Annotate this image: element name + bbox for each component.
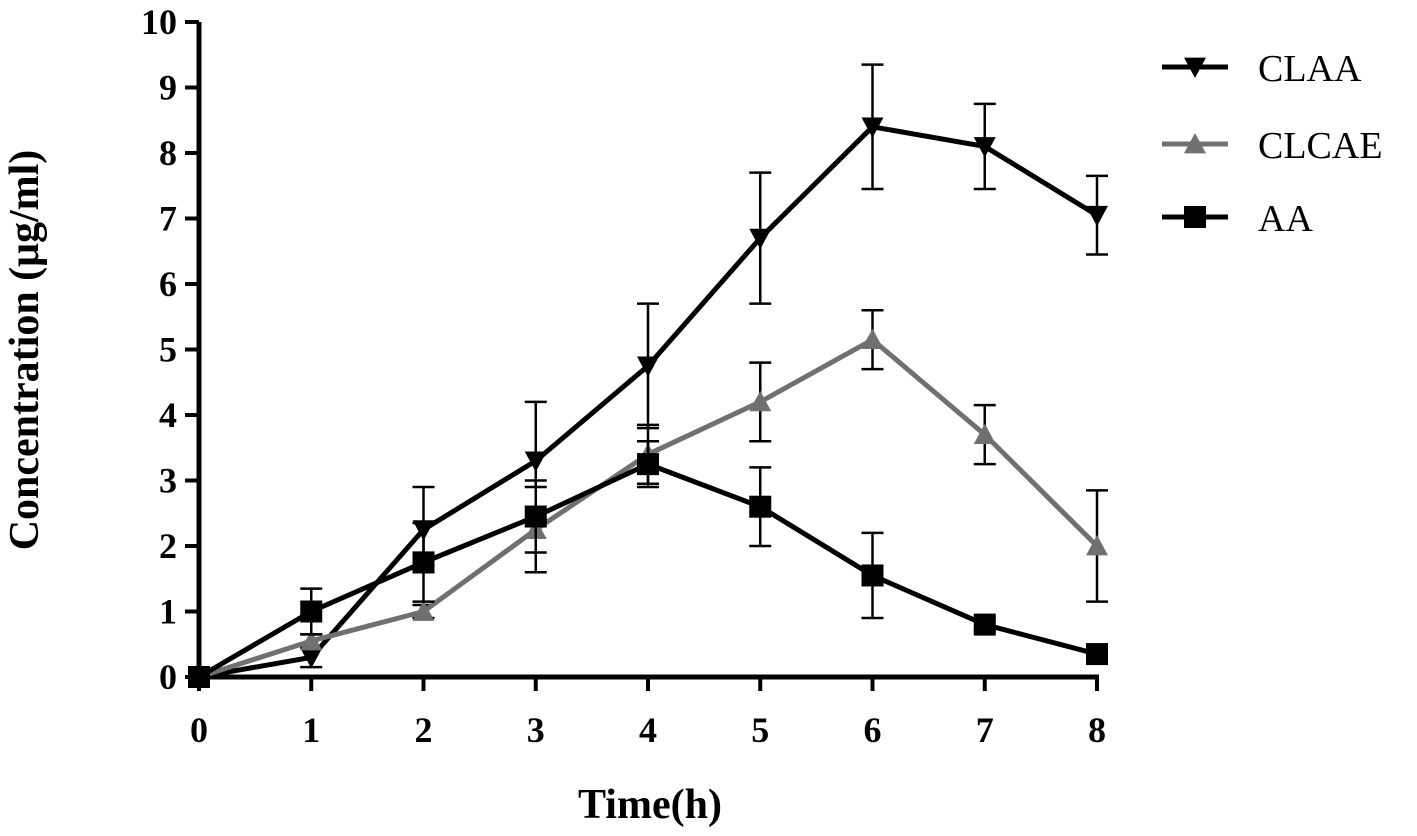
data-point bbox=[524, 505, 547, 528]
y-tick-label: 10 bbox=[141, 2, 177, 42]
y-tick-label: 5 bbox=[159, 330, 177, 370]
series-line bbox=[197, 461, 1098, 680]
data-point bbox=[1086, 205, 1108, 227]
axes-layer: 0 1 2 3 4 5 6 7 8 9 10 0 1 2 3 4 5 6 7 8 bbox=[141, 2, 1106, 750]
x-tick-label: 2 bbox=[415, 710, 433, 750]
legend-label: CLCAE bbox=[1258, 125, 1383, 167]
data-point bbox=[861, 117, 884, 138]
legend-marker bbox=[1184, 133, 1206, 154]
x-tick-label: 7 bbox=[976, 710, 994, 750]
data-point bbox=[300, 600, 323, 623]
legend: CLAA CLCAE AA bbox=[1162, 48, 1383, 240]
data-point bbox=[637, 453, 659, 476]
data-point bbox=[300, 648, 323, 669]
y-tick-label: 7 bbox=[159, 199, 177, 239]
data-point bbox=[973, 613, 996, 636]
x-tick-label: 5 bbox=[751, 710, 769, 750]
x-axis-title: Time(h) bbox=[578, 782, 722, 828]
legend-item-aa: AA bbox=[1162, 198, 1313, 240]
y-tick-label: 1 bbox=[159, 592, 177, 632]
x-tick-label: 3 bbox=[527, 710, 545, 750]
legend-marker bbox=[1184, 206, 1206, 228]
y-tick-label: 0 bbox=[159, 657, 177, 697]
data-point bbox=[1086, 535, 1108, 556]
y-tick-label: 2 bbox=[159, 526, 177, 566]
series-layer bbox=[188, 63, 1108, 688]
data-point bbox=[749, 495, 772, 518]
x-tick-label: 6 bbox=[864, 710, 882, 750]
y-tick-label: 9 bbox=[159, 68, 177, 108]
y-tick-label: 4 bbox=[159, 395, 177, 435]
legend-label: CLAA bbox=[1258, 48, 1362, 90]
data-point bbox=[749, 390, 772, 412]
legend-item-clcae: CLCAE bbox=[1162, 125, 1383, 167]
data-point bbox=[861, 328, 884, 350]
data-point bbox=[524, 451, 547, 472]
series-aa bbox=[188, 439, 1108, 688]
legend-label: AA bbox=[1258, 198, 1313, 240]
data-point bbox=[412, 600, 435, 621]
y-tick-label: 3 bbox=[159, 461, 177, 501]
legend-item-claa: CLAA bbox=[1162, 48, 1362, 90]
x-tick-label: 0 bbox=[190, 710, 208, 750]
data-point bbox=[1086, 643, 1108, 666]
data-point bbox=[188, 666, 210, 688]
data-point bbox=[637, 356, 659, 377]
y-tick-label: 8 bbox=[159, 133, 177, 173]
x-tick-label: 1 bbox=[302, 710, 320, 750]
series-claa bbox=[188, 63, 1108, 688]
y-tick-label: 6 bbox=[159, 264, 177, 304]
x-tick-label: 8 bbox=[1088, 710, 1106, 750]
data-point bbox=[973, 423, 996, 444]
data-point bbox=[749, 228, 772, 250]
data-point bbox=[412, 551, 435, 574]
x-tick-label: 4 bbox=[639, 710, 657, 750]
data-point bbox=[861, 564, 884, 587]
y-axis-title: Concentration (μg/ml) bbox=[2, 150, 48, 551]
legend-marker bbox=[1184, 57, 1206, 78]
data-point bbox=[973, 137, 996, 158]
data-point bbox=[300, 629, 323, 651]
